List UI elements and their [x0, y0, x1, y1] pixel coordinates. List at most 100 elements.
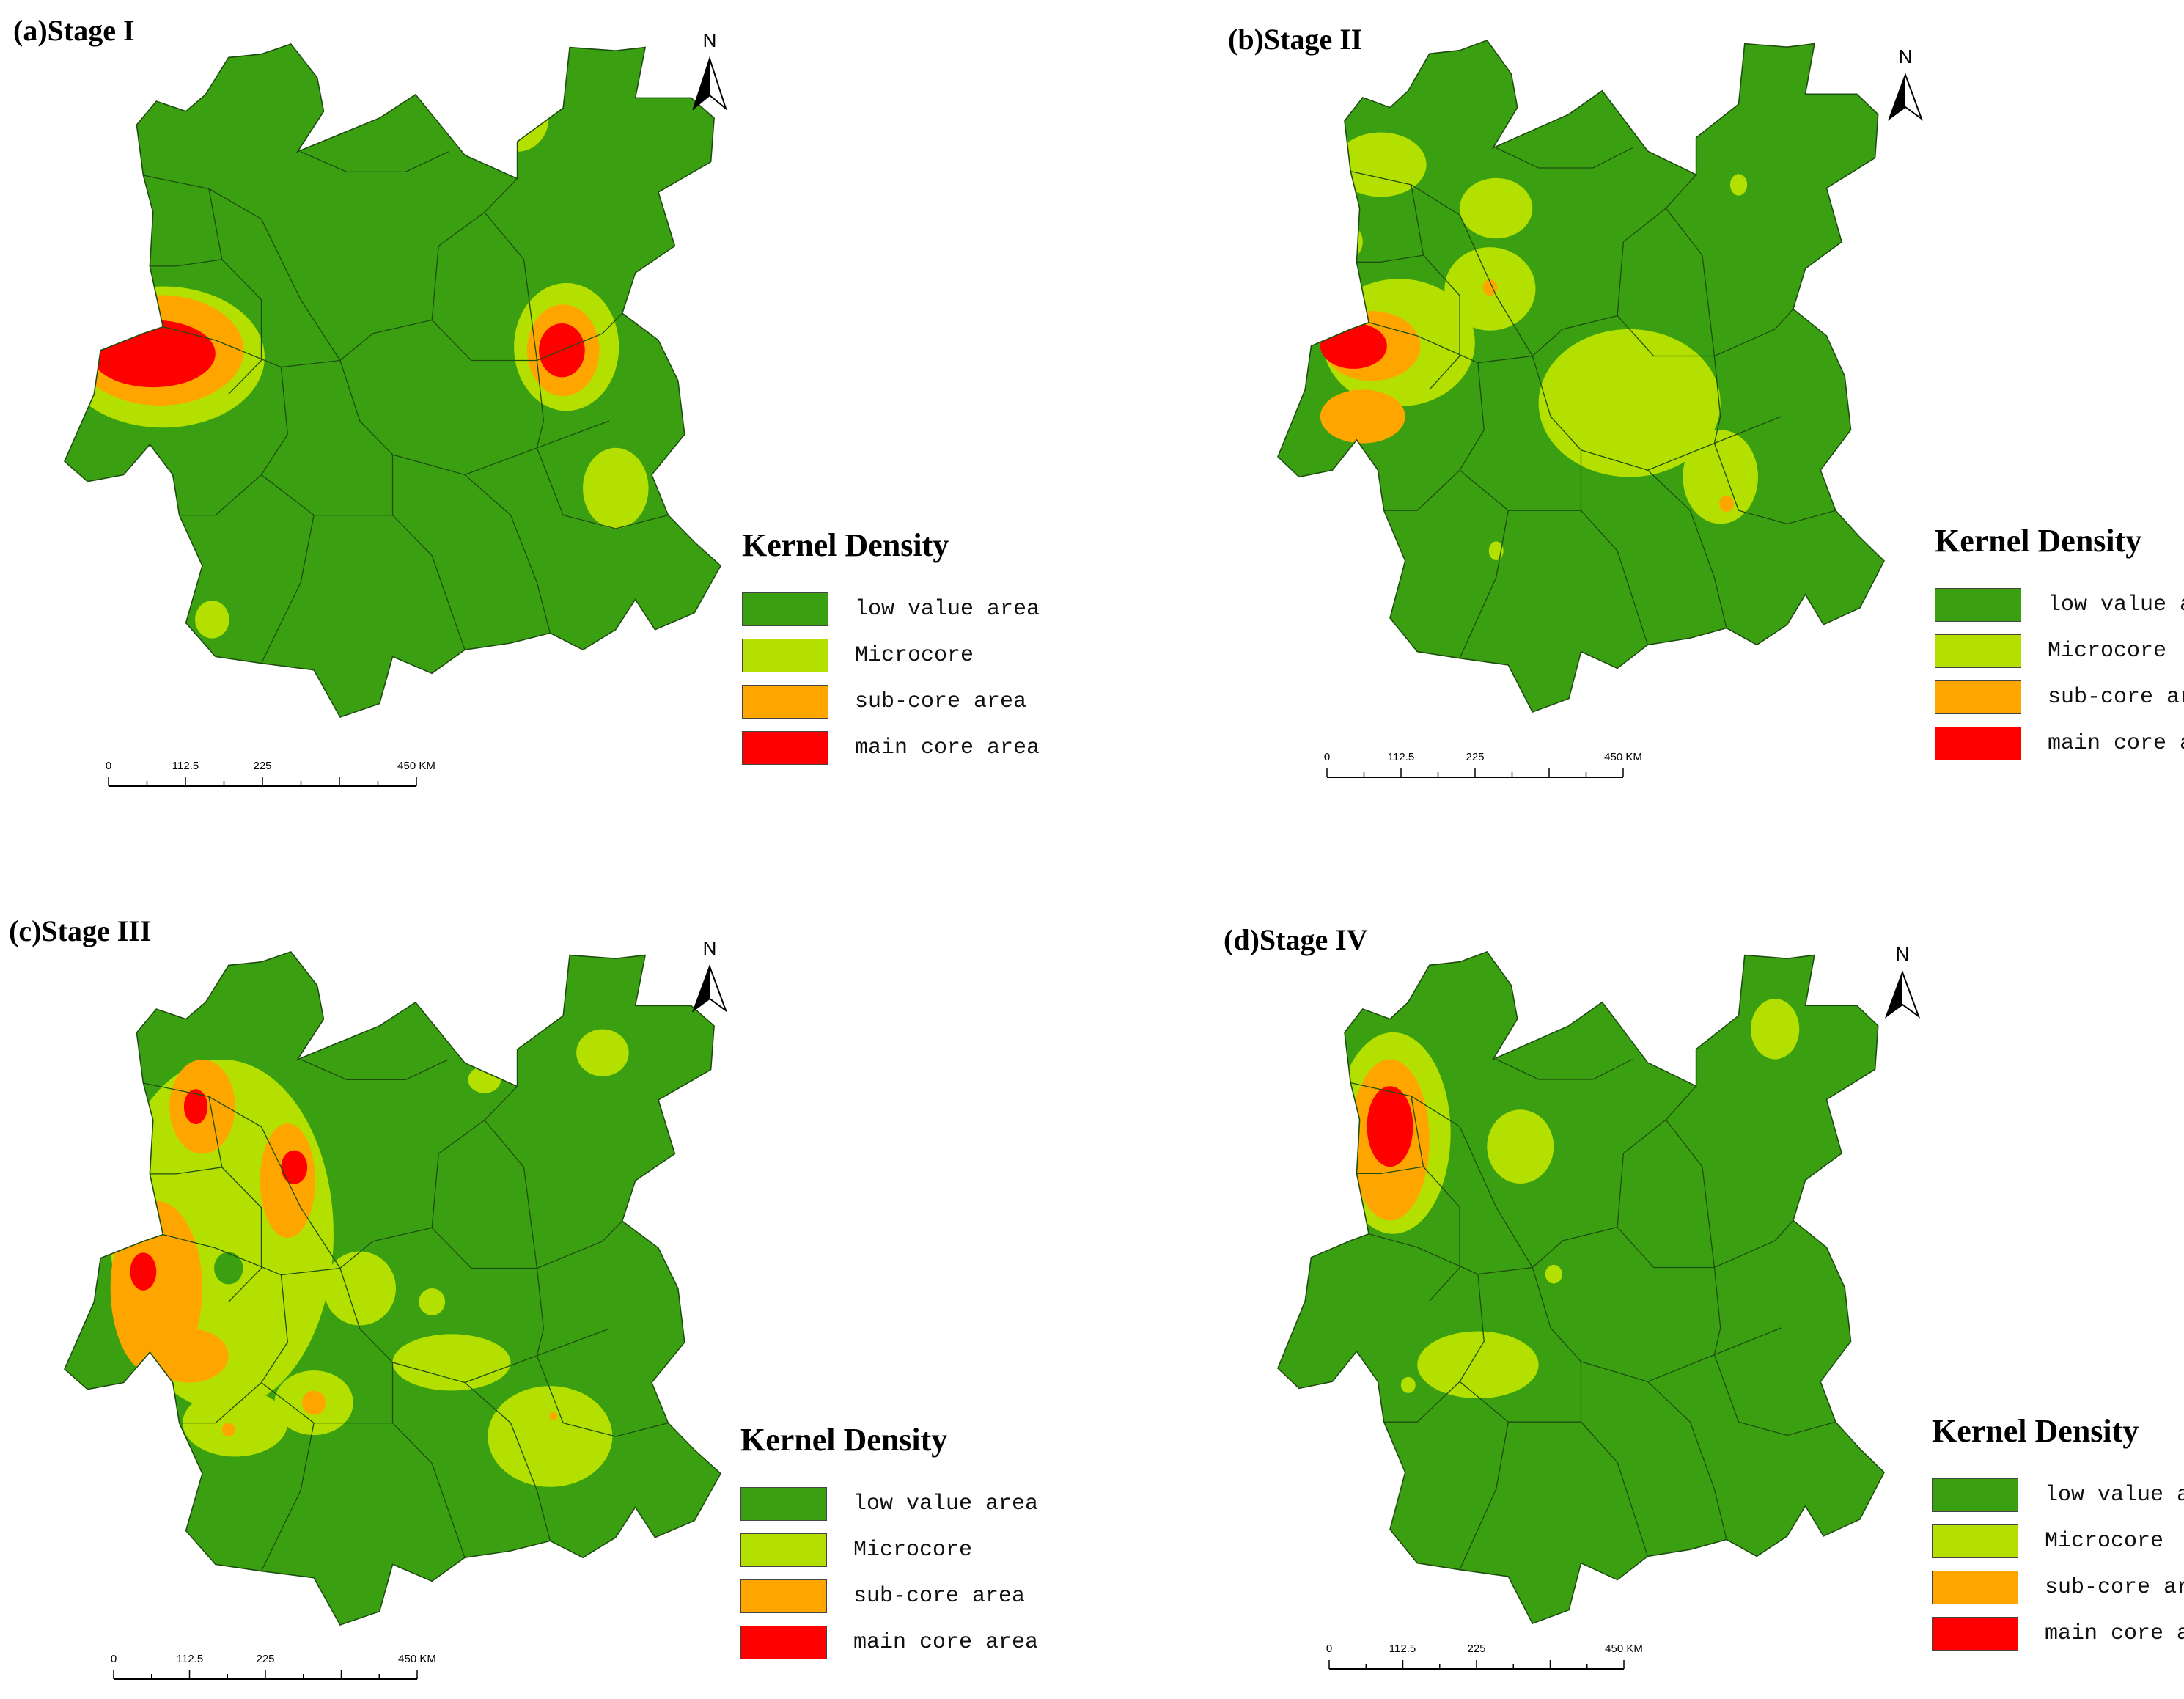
prefecture-boundary	[208, 188, 262, 395]
prefecture-boundary	[1496, 147, 1633, 169]
scale-tick-label: 0	[110, 1653, 117, 1665]
prefecture-boundary	[1411, 184, 1460, 390]
scale-tick-label: 450 KM	[397, 760, 435, 772]
prefecture-boundary	[1617, 174, 1697, 316]
north-label: N	[1898, 45, 1913, 67]
prefecture-boundary	[300, 1059, 449, 1081]
province-outline	[64, 43, 722, 718]
prefecture-boundary	[339, 1268, 610, 1384]
legend: Kernel Density low value area Microcore …	[740, 1421, 1038, 1665]
legend-item-sub: sub-core area	[1935, 674, 2184, 720]
legend: Kernel Density low value area Microcore …	[742, 526, 1040, 771]
legend: Kernel Density low value area Microcore …	[1935, 522, 2184, 766]
scale-tick-label: 225	[253, 760, 272, 772]
province-area	[65, 44, 721, 717]
prefecture-boundary	[143, 1082, 341, 1269]
prefecture-boundary	[163, 1227, 433, 1276]
scale-bar: 0 112.5 225 450 KM	[1323, 751, 1642, 780]
density-micro-zone	[1545, 1264, 1562, 1284]
density-micro-zone	[468, 1066, 501, 1093]
prefecture-boundary	[1459, 1422, 1509, 1570]
legend-title: Kernel Density	[1935, 523, 2142, 559]
density-sub-zone	[150, 1329, 229, 1383]
prefecture-boundary	[1713, 1267, 1721, 1355]
province-outline	[1277, 40, 1885, 713]
prefecture-boundary	[464, 474, 551, 634]
province-outline	[1277, 951, 1885, 1624]
legend-item-low: low value area	[742, 586, 1040, 632]
density-micro-zone	[195, 601, 229, 639]
prefecture-boundary	[1459, 510, 1509, 658]
prefecture-boundary	[1350, 170, 1533, 356]
prefecture-boundary	[1665, 1119, 1716, 1268]
prefecture-boundary	[484, 212, 538, 361]
density-micro-zone	[1538, 329, 1721, 477]
prefecture-boundary	[431, 1086, 518, 1228]
prefecture-boundary	[1713, 356, 1721, 444]
density-micro-zone	[183, 1389, 288, 1457]
map-svg	[1277, 40, 1885, 713]
prefecture-boundary	[260, 515, 315, 664]
density-micro-zone	[583, 447, 649, 529]
scale-tick-label: 0	[1326, 1643, 1333, 1655]
density-micro-zone	[1335, 132, 1427, 197]
scale-tick-label: 450 KM	[1605, 1643, 1643, 1655]
density-micro-zone	[1400, 1376, 1416, 1393]
map-svg	[1277, 951, 1885, 1624]
north-label: N	[702, 937, 717, 959]
prefecture-boundary	[339, 360, 610, 476]
legend-item-main: main core area	[740, 1619, 1038, 1665]
prefecture-boundary	[1368, 1226, 1618, 1275]
prefecture-boundary	[1356, 1166, 1424, 1174]
density-main-zone	[1367, 1086, 1413, 1167]
legend-item-low: low value area	[1935, 581, 2184, 628]
legend-title: Kernel Density	[742, 527, 949, 563]
prefecture-boundary	[1713, 1354, 1836, 1436]
legend-item-sub: sub-core area	[1932, 1564, 2184, 1610]
province-outline	[64, 951, 722, 1626]
prefecture-boundary	[431, 178, 518, 320]
scale-tick-label: 112.5	[1389, 1643, 1416, 1655]
prefecture-boundary	[1411, 1096, 1460, 1302]
prefecture-boundary	[1532, 356, 1782, 471]
scale-tick-label: 225	[1466, 751, 1485, 763]
density-sub-zone	[1482, 279, 1498, 296]
scale-tick-label: 0	[1323, 751, 1331, 763]
density-micro-zone	[1683, 430, 1758, 524]
prefecture-boundary	[536, 1268, 545, 1356]
prefecture-boundary	[163, 319, 433, 368]
prefecture-boundary	[1383, 1274, 1485, 1423]
prefecture-boundary	[1532, 1267, 1782, 1382]
legend-item-micro: Microcore	[1932, 1518, 2184, 1564]
density-micro-zone	[1417, 1331, 1539, 1399]
prefecture-boundary	[1713, 443, 1836, 525]
map-svg	[64, 43, 722, 718]
prefecture-boundary	[1368, 315, 1618, 364]
north-label: N	[1895, 943, 1910, 965]
prefecture-boundary	[1383, 362, 1485, 511]
scale-bar: 0 112.5 225 450 KM	[105, 760, 435, 789]
panel-title: (d)Stage IV	[1224, 923, 1368, 956]
panel-stage-1: (a)Stage I N Kernel Density low value ar…	[0, 0, 1092, 849]
legend-title: Kernel Density	[1932, 1413, 2139, 1449]
north-label: N	[702, 29, 717, 51]
density-micro-zone	[1751, 999, 1800, 1060]
prefecture-boundary	[536, 1355, 669, 1437]
prefecture-boundary	[536, 360, 545, 448]
scale-tick-label: 225	[256, 1653, 275, 1665]
scale-tick-label: 450 KM	[1604, 751, 1642, 763]
scale-tick-label: 0	[105, 760, 112, 772]
density-micro-zone	[1729, 174, 1748, 196]
density-micro-zone	[488, 1386, 613, 1487]
density-micro-zone	[392, 1334, 511, 1391]
density-sub-zone	[1320, 389, 1405, 444]
legend-item-main: main core area	[1932, 1610, 2184, 1656]
prefecture-boundary	[260, 1423, 315, 1571]
prefecture-boundary	[1350, 1082, 1533, 1268]
density-main-zone	[281, 1150, 308, 1184]
scale-tick-label: 112.5	[172, 760, 199, 772]
prefecture-boundary	[536, 447, 669, 529]
density-micro-zone	[419, 1288, 446, 1315]
legend-item-micro: Microcore	[1935, 628, 2184, 674]
prefecture-boundary	[150, 1167, 222, 1175]
